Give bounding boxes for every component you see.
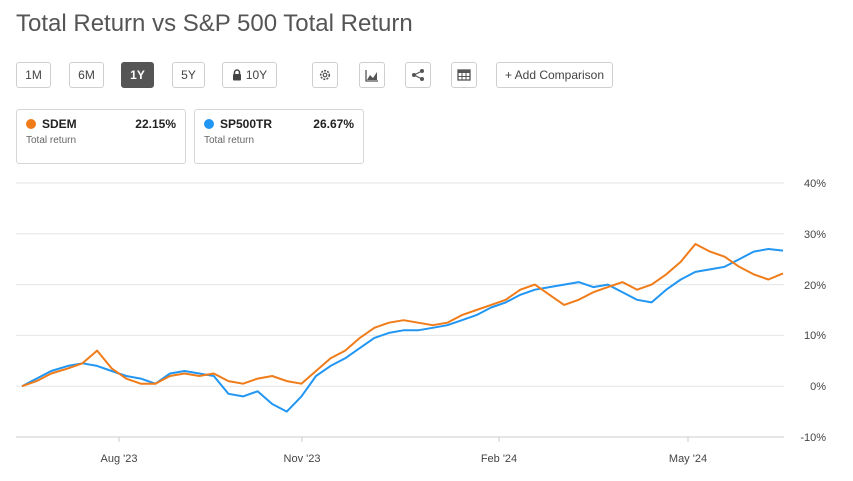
y-tick-label: 0% [810,381,826,393]
settings-button[interactable] [312,62,338,88]
x-axis: Aug '23 Nov '23 Feb '24 May '24 [101,453,708,465]
legend-card-sdem[interactable]: SDEM 22.15% Total return [16,109,186,164]
range-1m-button[interactable]: 1M [16,62,51,88]
legend-subtitle: Total return [204,135,255,146]
series-line-sdem [21,243,784,388]
legend-subtitle: Total return [26,135,77,146]
mountain-chart-icon [365,69,379,82]
chart-type-button[interactable] [359,62,385,88]
legend-value: 22.15% [135,117,176,131]
gear-icon [318,68,332,82]
range-5y-button[interactable]: 5Y [172,62,205,88]
y-axis: 40% 30% 20% 10% 0% -10% [800,178,826,444]
table-view-button[interactable] [451,62,477,88]
y-tick-label: 40% [804,178,826,190]
series-layer [21,243,784,413]
legend-value: 26.67% [313,117,354,131]
add-comparison-button[interactable]: + Add Comparison [496,62,613,88]
x-tick-label: Aug '23 [101,453,138,465]
lock-icon [232,69,242,81]
x-tick-label: May '24 [669,453,707,465]
grid [16,182,784,442]
range-6m-button[interactable]: 6M [69,62,104,88]
legend-card-sp500tr[interactable]: SP500TR 26.67% Total return [194,109,364,164]
range-10y-label: 10Y [245,68,268,82]
y-tick-label: 10% [804,330,826,342]
share-button[interactable] [405,62,431,88]
y-tick-label: 30% [804,229,826,241]
share-icon [411,68,425,82]
x-tick-label: Feb '24 [481,453,517,465]
y-tick-label: -10% [800,432,826,444]
range-1y-button[interactable]: 1Y [121,62,154,88]
sp500tr-color-dot [204,119,214,129]
series-line-sp500tr [21,248,784,413]
range-10y-button[interactable]: 10Y [222,62,277,88]
x-tick-label: Nov '23 [284,453,321,465]
y-tick-label: 20% [804,280,826,292]
table-icon [457,69,471,81]
line-chart[interactable]: 40% 30% 20% 10% 0% -10% Aug '23 Nov '23 … [0,170,853,470]
sdem-color-dot [26,119,36,129]
legend-symbol: SDEM [42,117,77,131]
legend-symbol: SP500TR [220,117,273,131]
page-title: Total Return vs S&P 500 Total Return [16,10,413,37]
